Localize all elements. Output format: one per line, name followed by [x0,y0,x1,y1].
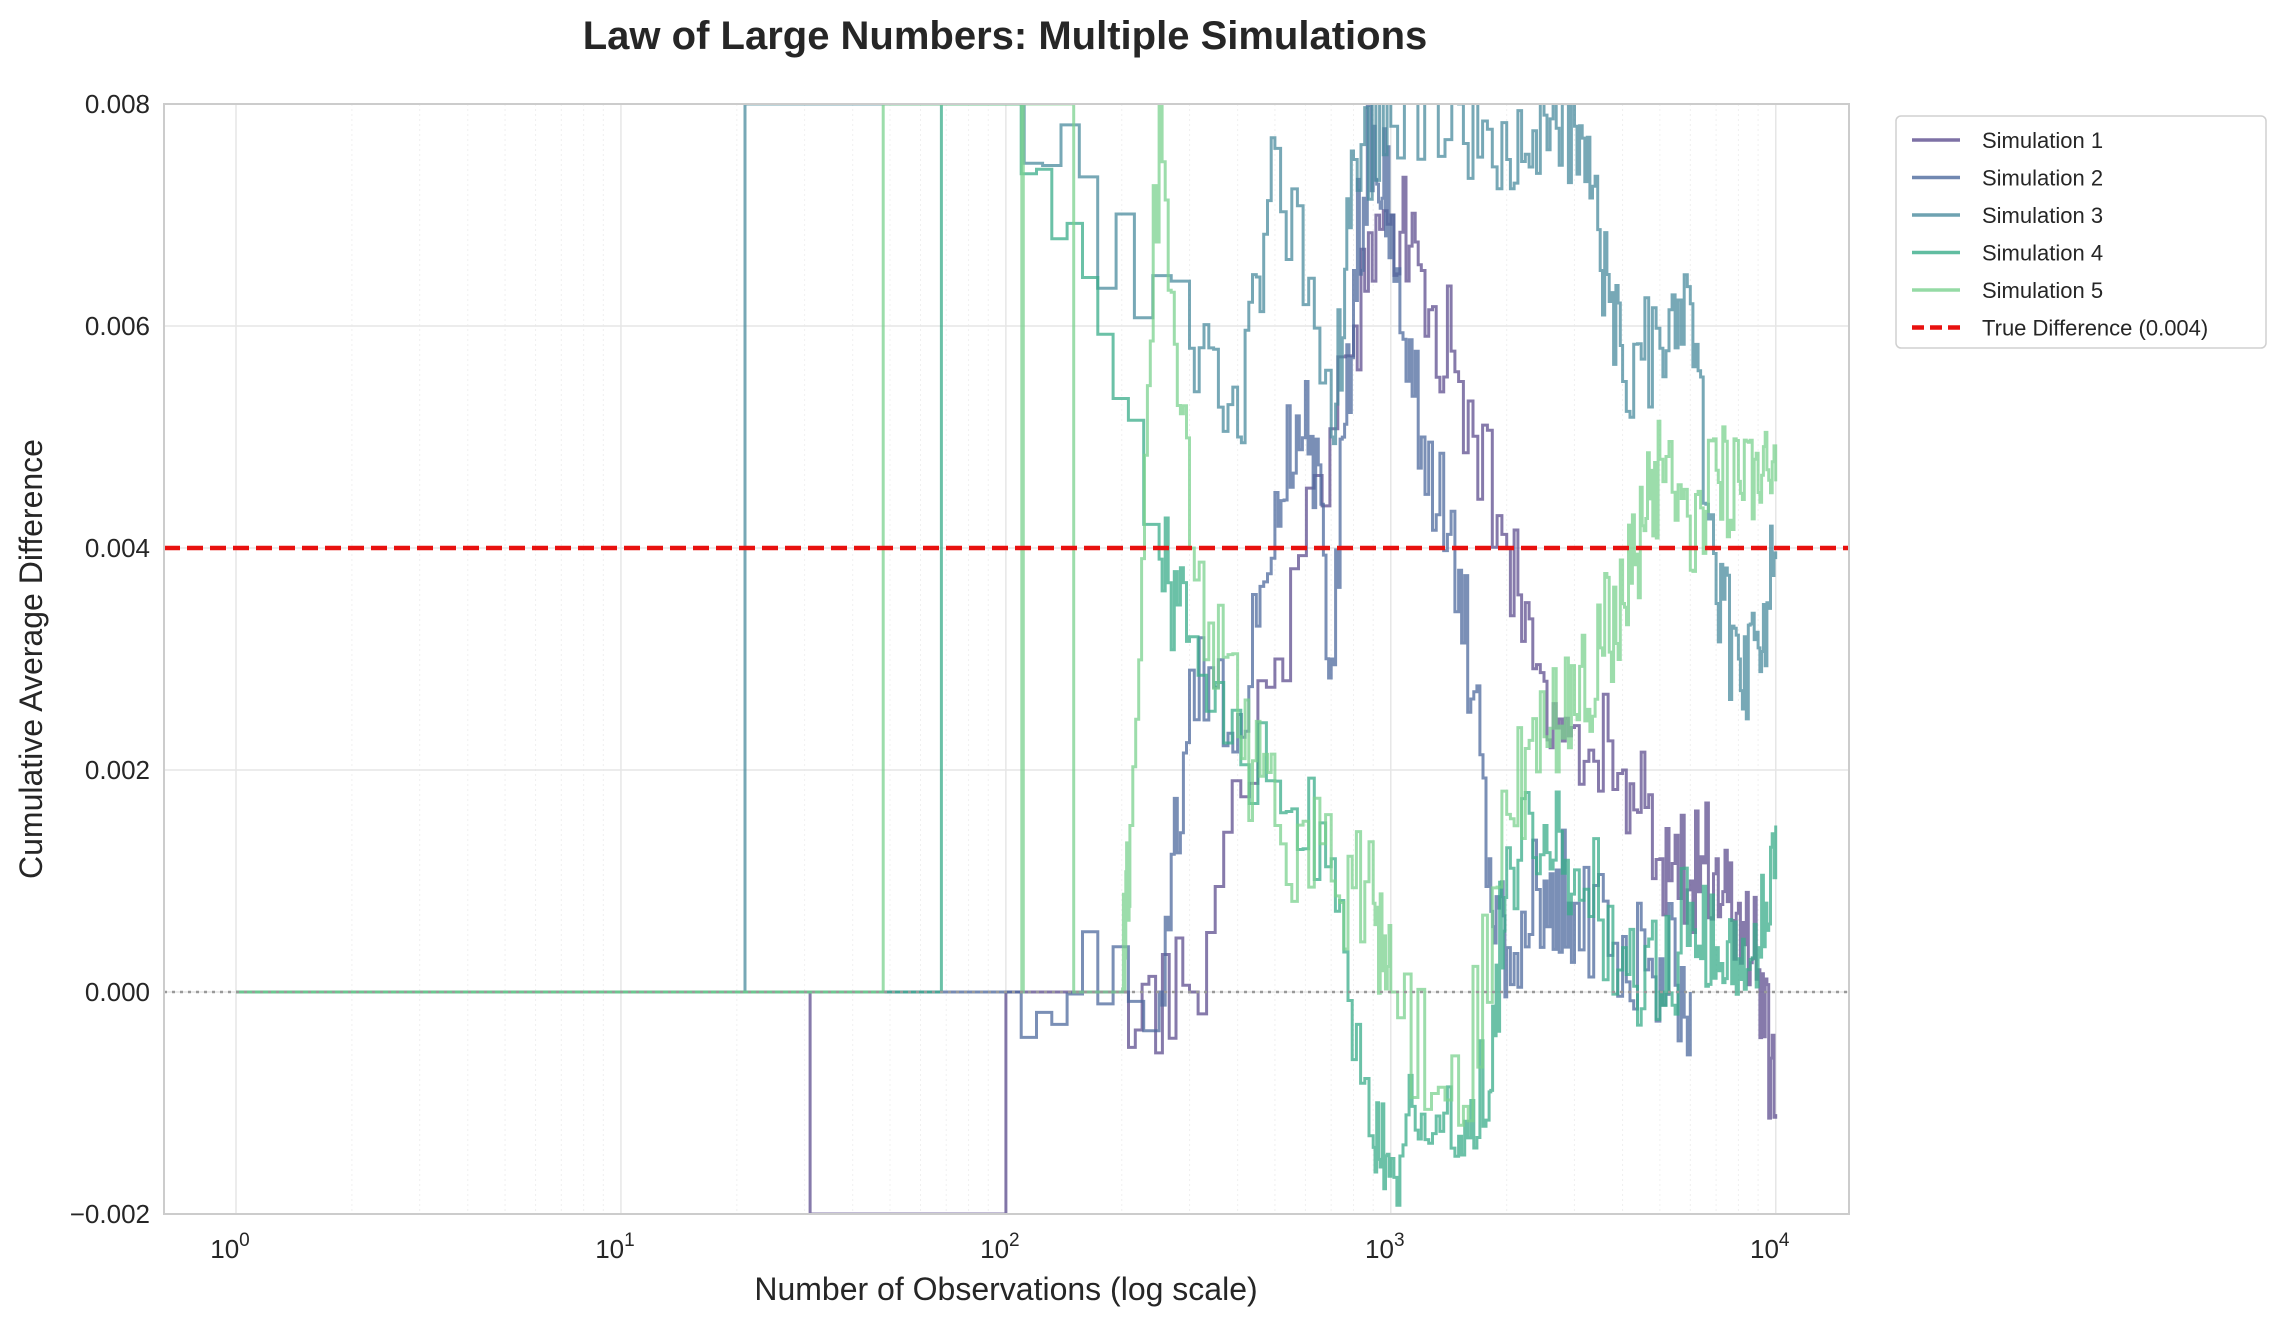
x-axis-label: Number of Observations (log scale) [754,1271,1257,1307]
series-line-4 [236,104,1778,1207]
plot-frame [163,103,1850,1215]
series-layer [236,104,1778,1214]
y-tick-label: 0.006 [85,311,150,341]
x-tick-label: 102 [980,1230,1020,1264]
legend: Simulation 1 Simulation 2 Simulation 3 Simu… [1895,115,2267,349]
y-tick-label: 0.004 [85,533,150,563]
x-tick-label: 100 [210,1230,249,1264]
series-line-5 [236,104,1778,1127]
chart-title: Law of Large Numbers: Multiple Simulatio… [583,14,1428,58]
series-line-3 [236,104,1778,994]
x-tick-label: 104 [1750,1230,1790,1264]
series-line-1 [236,175,1778,1214]
legend-label: True Difference (0.004) [1982,316,2208,341]
legend-label: Simulation 5 [1982,278,2103,303]
legend-label: Simulation 4 [1982,241,2103,266]
x-tick-labels: 100 101 102 103 104 [210,1230,1790,1264]
y-tick-labels: −0.002 0.000 0.002 0.004 0.006 0.008 [70,89,150,1229]
legend-box [1895,115,2267,349]
y-tick-label: 0.008 [85,89,150,119]
legend-label: Simulation 3 [1982,203,2103,228]
y-tick-label: 0.002 [85,755,150,785]
y-tick-label: −0.002 [70,1199,150,1229]
legend-label: Simulation 1 [1982,128,2103,153]
reference-lines [164,545,1849,994]
plot-area [164,104,1849,1214]
series-line-2 [236,104,1692,1057]
x-tick-label: 103 [1365,1230,1405,1264]
legend-label: Simulation 2 [1982,166,2103,191]
y-axis-label: Cumulative Average Difference [13,439,49,879]
x-tick-label: 101 [595,1230,635,1264]
y-tick-label: 0.000 [85,977,150,1007]
